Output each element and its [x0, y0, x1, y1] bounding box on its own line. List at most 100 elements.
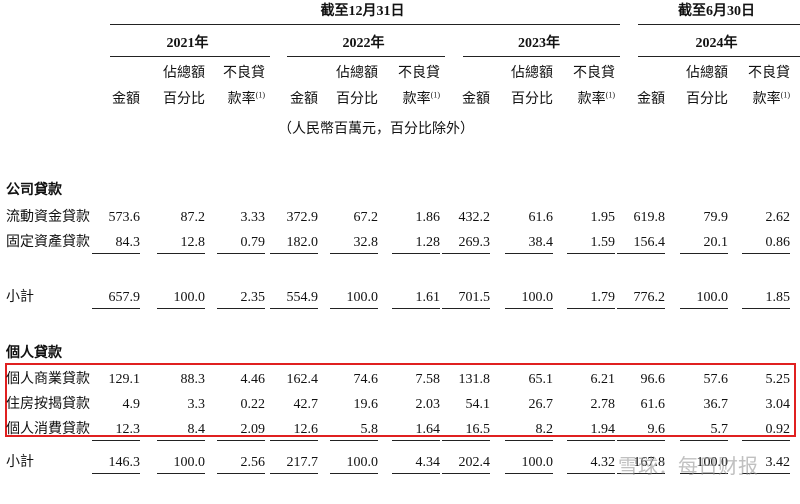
- cell: 167.8: [633, 455, 666, 470]
- footnote-mark: (1): [605, 90, 615, 100]
- rule: [392, 253, 440, 254]
- row-label: 個人消費貸款: [6, 422, 90, 437]
- rule: [505, 440, 553, 441]
- row-label: 固定資產貸款: [6, 235, 90, 250]
- cell: 8.4: [187, 422, 206, 437]
- rule: [330, 440, 378, 441]
- rule: [287, 56, 445, 57]
- rule: [505, 308, 553, 309]
- column-header: 佔總額: [511, 66, 553, 81]
- cell: 100.0: [696, 290, 729, 305]
- year-header: 2021年: [166, 36, 209, 51]
- rule: [638, 24, 800, 25]
- cell: 100.0: [521, 455, 554, 470]
- cell: 1.61: [415, 290, 441, 305]
- cell: 1.86: [415, 210, 441, 225]
- cell: 57.6: [703, 372, 729, 387]
- rule: [392, 440, 440, 441]
- cell: 1.79: [590, 290, 616, 305]
- column-header: 金額: [290, 92, 318, 107]
- column-header: 款率(1): [577, 90, 615, 107]
- watermark: 雪球：每日财报: [618, 454, 758, 478]
- cell: 1.64: [415, 422, 441, 437]
- cell: 32.8: [353, 235, 379, 250]
- cell: 12.3: [115, 422, 141, 437]
- rule: [617, 440, 665, 441]
- cell: 0.86: [765, 235, 791, 250]
- cell: 42.7: [293, 397, 319, 412]
- cell: 0.79: [240, 235, 266, 250]
- column-header: 款率(1): [402, 90, 440, 107]
- rule: [567, 308, 615, 309]
- rule: [157, 308, 205, 309]
- row-label: 住房按揭貸款: [6, 397, 90, 412]
- cell: 100.0: [346, 455, 379, 470]
- column-header: 款率(1): [227, 90, 265, 107]
- rule: [505, 253, 553, 254]
- column-header: 不良貸: [223, 66, 265, 81]
- rule: [92, 308, 140, 309]
- footnote-mark: (1): [255, 90, 265, 100]
- cell: 5.7: [710, 422, 729, 437]
- column-header: 佔總額: [163, 66, 205, 81]
- cell: 61.6: [640, 397, 666, 412]
- cell: 26.7: [528, 397, 554, 412]
- rule: [110, 56, 270, 57]
- rule: [442, 253, 490, 254]
- rule: [638, 56, 800, 57]
- rule: [742, 308, 790, 309]
- rule: [392, 308, 440, 309]
- rule: [92, 473, 140, 474]
- period-header: 截至12月31日: [320, 4, 405, 19]
- cell: 12.8: [180, 235, 206, 250]
- cell: 202.4: [458, 455, 491, 470]
- cell: 146.3: [108, 455, 141, 470]
- period-header: 截至6月30日: [678, 4, 755, 19]
- cell: 1.94: [590, 422, 616, 437]
- cell: 88.3: [180, 372, 206, 387]
- cell: 4.34: [415, 455, 441, 470]
- column-header: 不良貸: [573, 66, 615, 81]
- section-title: 個人貸款: [6, 346, 62, 361]
- cell: 372.9: [286, 210, 319, 225]
- rule: [217, 473, 265, 474]
- cell: 156.4: [633, 235, 666, 250]
- cell: 87.2: [180, 210, 206, 225]
- column-header: 百分比: [336, 92, 378, 107]
- rule: [463, 56, 620, 57]
- cell: 5.25: [765, 372, 791, 387]
- cell: 2.78: [590, 397, 616, 412]
- rule: [217, 253, 265, 254]
- rule: [680, 473, 728, 474]
- year-header: 2024年: [695, 36, 738, 51]
- cell: 20.1: [703, 235, 729, 250]
- cell: 100.0: [173, 290, 206, 305]
- cell: 162.4: [286, 372, 319, 387]
- rule: [92, 440, 140, 441]
- cell: 1.85: [765, 290, 791, 305]
- row-label: 小計: [6, 455, 34, 470]
- cell: 96.6: [640, 372, 666, 387]
- rule: [157, 440, 205, 441]
- rule: [330, 308, 378, 309]
- cell: 776.2: [633, 290, 666, 305]
- cell: 67.2: [353, 210, 379, 225]
- rule: [217, 308, 265, 309]
- column-header: 百分比: [686, 92, 728, 107]
- cell: 554.9: [286, 290, 319, 305]
- cell: 100.0: [346, 290, 379, 305]
- cell: 0.22: [240, 397, 266, 412]
- cell: 2.62: [765, 210, 791, 225]
- rule: [157, 473, 205, 474]
- footnote-mark: (1): [780, 90, 790, 100]
- cell: 1.28: [415, 235, 441, 250]
- cell: 84.3: [115, 235, 141, 250]
- cell: 65.1: [528, 372, 554, 387]
- column-header: 金額: [637, 92, 665, 107]
- rule: [217, 440, 265, 441]
- cell: 0.92: [765, 422, 791, 437]
- cell: 8.2: [535, 422, 554, 437]
- cell: 2.03: [415, 397, 441, 412]
- cell: 100.0: [173, 455, 206, 470]
